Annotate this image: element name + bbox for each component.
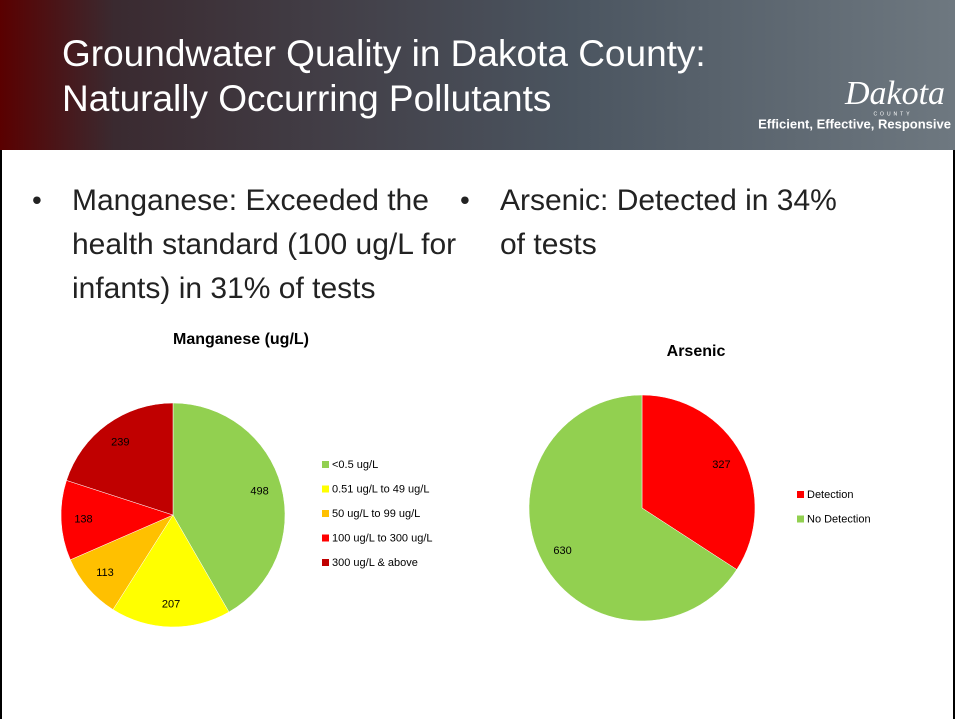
pie-slice	[112, 514, 230, 628]
legend-swatch	[797, 491, 804, 498]
pie-slice	[66, 402, 174, 516]
bullet-text: Manganese: Exceeded the	[72, 184, 429, 217]
title-line: Groundwater Quality in Dakota County:	[62, 33, 706, 74]
legend-label: 50 ug/L to 99 ug/L	[332, 508, 420, 520]
bullet-dot: •	[32, 184, 42, 215]
legend-swatch	[322, 559, 329, 566]
legend-label: 300 ug/L & above	[332, 557, 418, 569]
data-label: 498	[250, 486, 268, 498]
data-label: 327	[712, 459, 730, 471]
chart-title: Manganese (ug/L)	[173, 331, 309, 348]
data-label: 138	[74, 513, 92, 525]
bullet-dot: •	[460, 184, 470, 215]
pie-slice	[641, 394, 756, 570]
legend-swatch	[797, 515, 804, 523]
legend-swatch	[322, 461, 329, 468]
logo-sub: COUNTY	[873, 111, 912, 117]
data-label: 630	[553, 545, 571, 557]
legend-label: 100 ug/L to 300 ug/L	[332, 532, 433, 544]
header-band	[0, 0, 955, 150]
legend-label: <0.5 ug/L	[332, 459, 378, 471]
bullet-text: health standard (100 ug/L for	[72, 228, 456, 261]
title-line: Naturally Occurring Pollutants	[62, 78, 551, 119]
pie-slice	[60, 480, 174, 561]
tagline: Efficient, Effective, Responsive	[758, 116, 951, 131]
legend-swatch	[322, 510, 329, 517]
pie-slice	[528, 394, 738, 622]
legend-swatch	[322, 534, 329, 542]
logo: Dakota	[844, 75, 945, 112]
legend-label: No Detection	[807, 513, 871, 525]
bullet-text: infants) in 31% of tests	[72, 272, 376, 305]
bullet-text: Arsenic: Detected in 34%	[500, 184, 837, 217]
data-label: 239	[111, 436, 129, 448]
bullet-text: of tests	[500, 228, 597, 261]
chart-title: Arsenic	[667, 343, 726, 360]
data-label: 207	[162, 598, 180, 610]
legend-swatch	[322, 485, 329, 493]
pie-slice	[172, 402, 286, 613]
data-label: 113	[96, 567, 114, 579]
legend-label: 0.51 ug/L to 49 ug/L	[332, 483, 429, 495]
legend-label: Detection	[807, 489, 853, 501]
